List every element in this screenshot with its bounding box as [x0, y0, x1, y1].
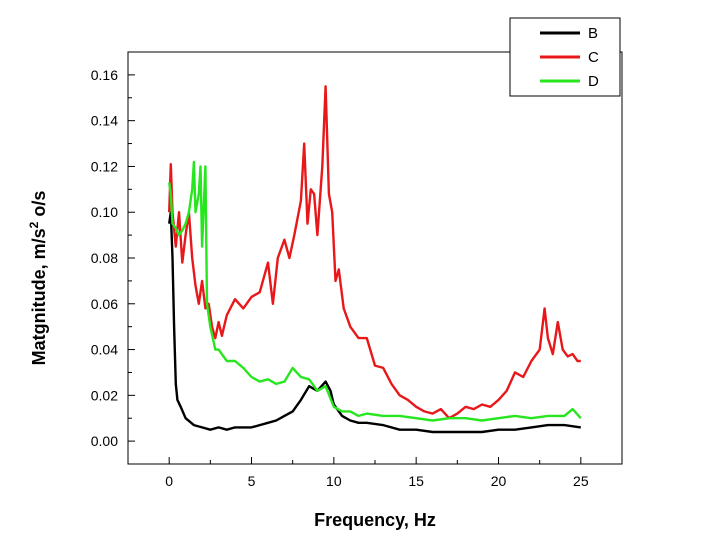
series-line-C: [168, 85, 581, 420]
x-axis-title: Frequency, Hz: [314, 510, 436, 530]
legend: BCD: [509, 17, 621, 97]
data-series: [168, 85, 582, 434]
legend-label-D: D: [588, 73, 599, 90]
x-tick-label: 10: [326, 473, 342, 489]
legend-label-B: B: [588, 25, 598, 42]
y-tick-label: 0.02: [91, 387, 118, 403]
y-axis-title-main: Matgnitude, m/s: [29, 228, 49, 365]
legend-label-C: C: [588, 49, 599, 66]
axis-ticks: 0 5 10 15 20 25 0.00 0.02 0.04 0.06 0.08 0.10 0.12 0.…: [91, 51, 623, 489]
y-tick-label: 0.16: [91, 67, 118, 83]
y-axis-title-suffix: o/s: [29, 191, 49, 222]
axes: [127, 51, 623, 465]
y-tick-label: 0.12: [91, 158, 118, 174]
y-axis-title: Matgnitude, m/s2 o/s: [27, 191, 49, 366]
y-tick-label: 0.00: [91, 433, 118, 449]
y-tick-label: 0.08: [91, 250, 118, 266]
series-line-B: [168, 210, 581, 434]
x-tick-label: 5: [248, 473, 256, 489]
x-tick-label: 15: [408, 473, 424, 489]
y-tick-label: 0.10: [91, 204, 118, 220]
y-axis-title-superscript: 2: [27, 221, 41, 228]
y-tick-label: 0.04: [91, 342, 118, 358]
x-tick-label: 0: [165, 473, 173, 489]
y-tick-label: 0.06: [91, 296, 118, 312]
plot-area-frame: [127, 51, 623, 465]
series-line-D: [168, 160, 582, 422]
x-tick-label: 25: [573, 473, 589, 489]
y-tick-label: 0.14: [91, 113, 118, 129]
x-tick-label: 20: [491, 473, 507, 489]
